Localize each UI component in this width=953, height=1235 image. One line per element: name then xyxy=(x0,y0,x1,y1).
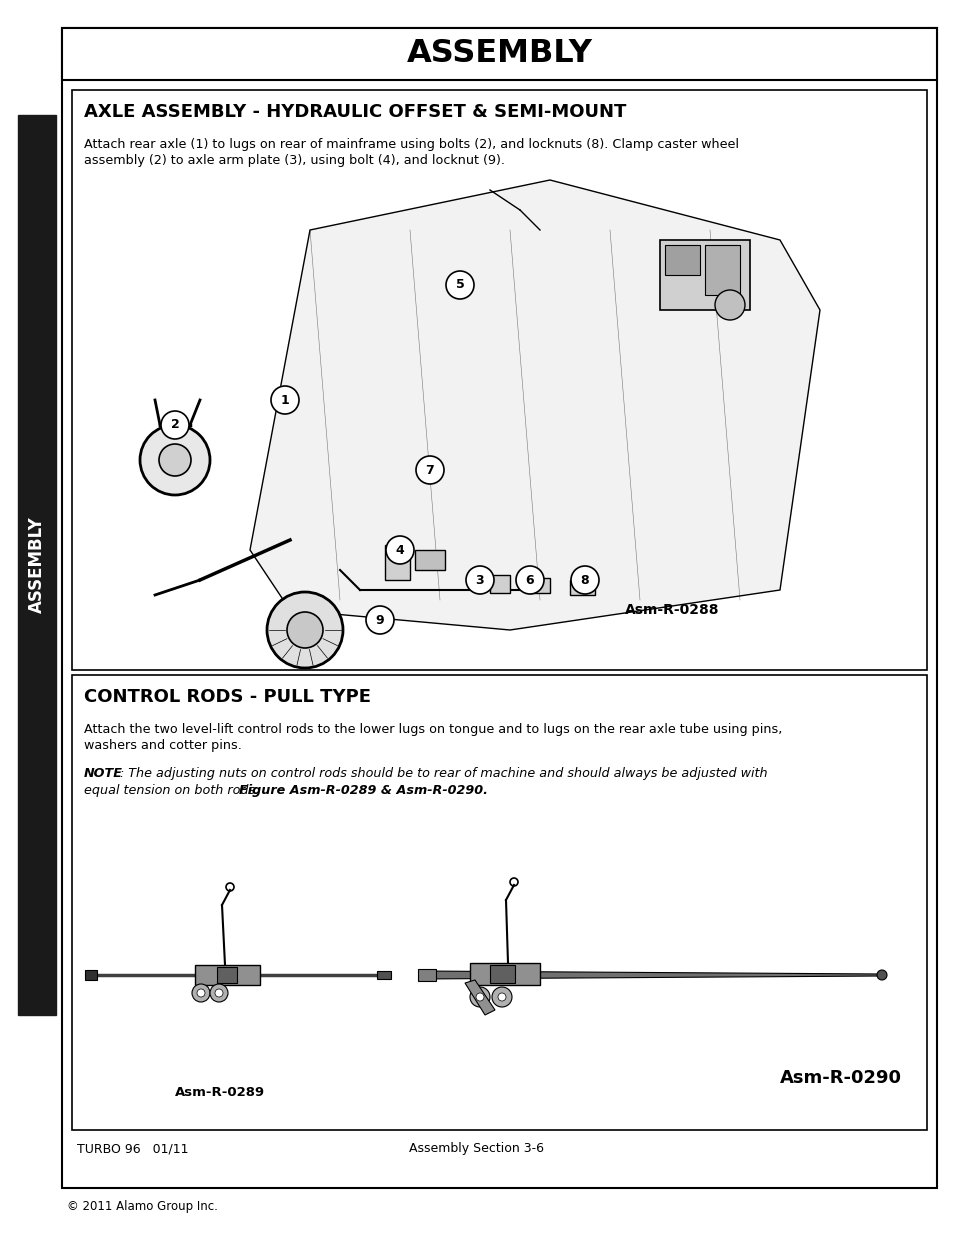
Circle shape xyxy=(210,984,228,1002)
Circle shape xyxy=(159,445,191,475)
Bar xyxy=(85,969,97,981)
Text: Figure Asm-R-0289 & Asm-R-0290.: Figure Asm-R-0289 & Asm-R-0290. xyxy=(239,784,488,797)
Circle shape xyxy=(571,566,598,594)
Text: Assembly Section 3-6: Assembly Section 3-6 xyxy=(409,1142,544,1155)
Text: ASSEMBLY: ASSEMBLY xyxy=(28,516,46,614)
Text: 8: 8 xyxy=(580,573,589,587)
Text: washers and cotter pins.: washers and cotter pins. xyxy=(84,739,242,752)
Bar xyxy=(490,965,515,983)
Text: Attach the two level-lift control rods to the lower lugs on tongue and to lugs o: Attach the two level-lift control rods t… xyxy=(84,722,781,736)
Text: Asm-R-0289: Asm-R-0289 xyxy=(174,1086,265,1098)
Bar xyxy=(0,1179,953,1235)
Circle shape xyxy=(192,984,210,1002)
Text: Asm-R-0288: Asm-R-0288 xyxy=(624,603,719,618)
Circle shape xyxy=(446,270,474,299)
Bar xyxy=(664,245,700,275)
Text: 1: 1 xyxy=(280,394,289,406)
Text: © 2011 Alamo Group Inc.: © 2011 Alamo Group Inc. xyxy=(67,1200,217,1213)
Bar xyxy=(385,545,410,580)
Text: CONTROL RODS - PULL TYPE: CONTROL RODS - PULL TYPE xyxy=(84,688,371,706)
Text: AXLE ASSEMBLY - HYDRAULIC OFFSET & SEMI-MOUNT: AXLE ASSEMBLY - HYDRAULIC OFFSET & SEMI-… xyxy=(84,103,626,121)
Text: equal tension on both rods.: equal tension on both rods. xyxy=(84,784,271,797)
Polygon shape xyxy=(419,971,882,979)
Text: ASSEMBLY: ASSEMBLY xyxy=(406,38,592,69)
Text: Asm-R-0290: Asm-R-0290 xyxy=(780,1070,901,1087)
Text: : The adjusting nuts on control rods should be to rear of machine and should alw: : The adjusting nuts on control rods sho… xyxy=(120,767,767,781)
Polygon shape xyxy=(464,981,495,1015)
Bar xyxy=(704,245,740,295)
Bar xyxy=(0,0,953,28)
Text: 3: 3 xyxy=(476,573,484,587)
Bar xyxy=(376,971,391,979)
Bar xyxy=(659,240,749,310)
Circle shape xyxy=(287,613,323,648)
Circle shape xyxy=(386,536,414,564)
Bar xyxy=(470,963,539,986)
Circle shape xyxy=(140,425,210,495)
Text: 7: 7 xyxy=(425,463,434,477)
Text: 9: 9 xyxy=(375,614,384,626)
Bar xyxy=(71,90,926,671)
Polygon shape xyxy=(250,180,820,630)
Circle shape xyxy=(271,387,298,414)
Text: TURBO 96   01/11: TURBO 96 01/11 xyxy=(77,1142,189,1155)
Circle shape xyxy=(470,987,490,1007)
Bar xyxy=(62,28,936,80)
Circle shape xyxy=(476,993,483,1002)
Circle shape xyxy=(492,987,512,1007)
Circle shape xyxy=(497,993,505,1002)
Text: NOTE: NOTE xyxy=(84,767,123,781)
Circle shape xyxy=(876,969,886,981)
Bar xyxy=(18,115,56,1015)
Bar xyxy=(530,578,550,593)
Circle shape xyxy=(161,411,189,438)
Bar xyxy=(216,967,236,983)
Circle shape xyxy=(714,290,744,320)
Circle shape xyxy=(214,989,223,997)
Text: assembly (2) to axle arm plate (3), using bolt (4), and locknut (9).: assembly (2) to axle arm plate (3), usin… xyxy=(84,154,504,167)
Text: Attach rear axle (1) to lugs on rear of mainframe using bolts (2), and locknuts : Attach rear axle (1) to lugs on rear of … xyxy=(84,138,739,151)
Circle shape xyxy=(366,606,394,634)
Bar xyxy=(415,550,444,571)
Bar xyxy=(417,969,436,981)
Text: 4: 4 xyxy=(395,543,404,557)
Bar xyxy=(569,580,595,595)
Text: 2: 2 xyxy=(171,419,179,431)
Text: 5: 5 xyxy=(456,279,464,291)
Text: 6: 6 xyxy=(525,573,534,587)
Bar xyxy=(71,676,926,1130)
Circle shape xyxy=(196,989,205,997)
Circle shape xyxy=(516,566,543,594)
Bar xyxy=(490,576,510,593)
Circle shape xyxy=(267,592,343,668)
Circle shape xyxy=(416,456,443,484)
Bar xyxy=(194,965,260,986)
Circle shape xyxy=(465,566,494,594)
